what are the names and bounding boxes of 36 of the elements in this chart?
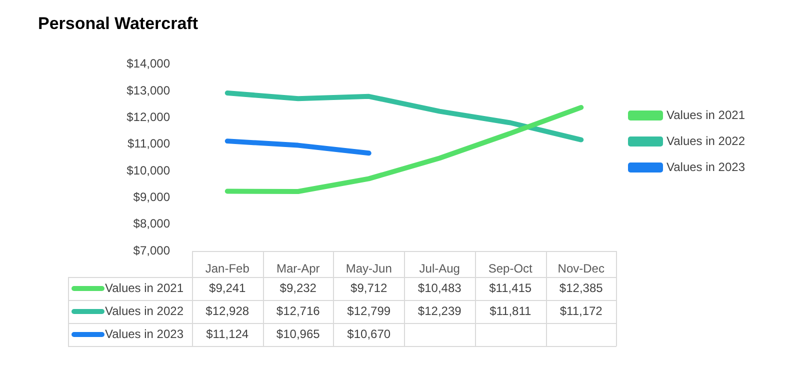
data-label: $11,172 (560, 304, 603, 318)
data-label: $9,232 (280, 280, 317, 295)
chart-title: Personal Watercraft (38, 14, 198, 33)
data-label: $12,239 (418, 304, 462, 318)
data-label: $10,965 (276, 326, 320, 341)
text: Values in 2023 (666, 160, 746, 174)
data-label: $12,716 (276, 304, 320, 318)
y-tick-label: $11,000 (128, 136, 170, 151)
data-label: $10,483 (418, 280, 462, 295)
x-tick-label: Nov-Dec (558, 262, 604, 276)
y-tick-label: $14,000 (126, 56, 170, 71)
legend-label: Values in 2021 (666, 108, 746, 122)
y-tick-label: $8,000 (133, 216, 170, 231)
y-tick-label: $7,000 (133, 243, 170, 258)
data-label: $9,712 (350, 280, 388, 295)
x-tick-label: Jul-Aug (419, 262, 460, 276)
y-tick-label: $10,000 (126, 163, 170, 178)
legend-label: Values in 2022 (666, 134, 746, 148)
data-label: $10,670 (347, 326, 391, 341)
data-label: $12,928 (206, 304, 250, 318)
data-label: $11,811 (490, 304, 532, 318)
text: Values in 2021 (105, 280, 184, 295)
x-tick-label: May-Jun (346, 262, 392, 276)
x-tick-label: Mar-Apr (276, 262, 320, 276)
data-label: $9,241 (209, 280, 246, 295)
data-label: $11,124 (206, 326, 249, 341)
x-tick-label: Sep-Oct (488, 262, 534, 276)
x-tick-label: Jan-Feb (205, 262, 250, 276)
legend-label: Values in 2023 (105, 326, 184, 341)
data-label: $11,415 (489, 280, 532, 295)
data-label: $12,385 (559, 280, 604, 295)
text: Values in 2022 (105, 304, 184, 318)
y-tick-label: $13,000 (126, 83, 170, 98)
data-label: $12,799 (347, 304, 391, 318)
y-tick-label: $9,000 (133, 190, 170, 204)
y-tick-label: $12,000 (126, 110, 170, 124)
